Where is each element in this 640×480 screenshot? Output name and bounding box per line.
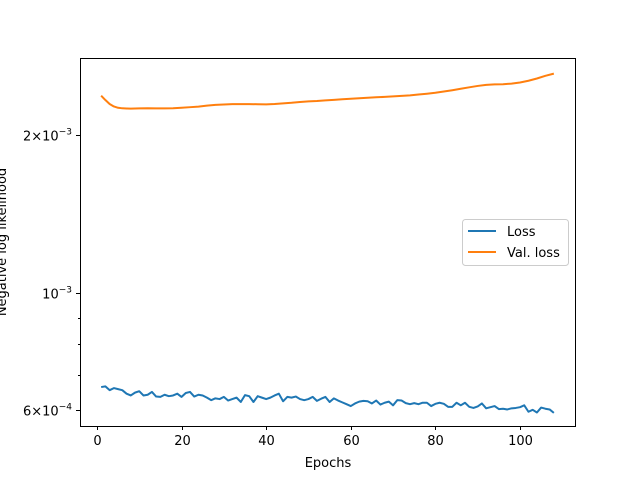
y-axis-label: Negative log likelihood	[0, 168, 10, 316]
series-line-val-loss	[100, 72, 555, 110]
legend-label-val-loss: Val. loss	[507, 246, 560, 261]
y-tick-label: 6×10−4	[23, 403, 72, 420]
series-layer	[100, 72, 555, 414]
x-tick-label: 80	[427, 434, 444, 449]
x-tick-label: 20	[174, 434, 191, 449]
plot-frame	[80, 58, 576, 427]
x-tick-label: 100	[508, 434, 533, 449]
x-tick-label: 40	[258, 434, 275, 449]
legend-label-loss: Loss	[507, 225, 536, 240]
y-ticks: 6×10−4 10−3 2×10−3	[23, 128, 80, 420]
x-tick-label: 60	[343, 434, 360, 449]
x-tick-label: 0	[93, 434, 101, 449]
x-ticks: 0 20 40 60 80 100	[93, 426, 533, 449]
legend: Loss Val. loss	[462, 219, 569, 266]
y-tick-label: 2×10−3	[23, 128, 72, 145]
series-line-loss	[100, 385, 555, 414]
y-tick-label: 10−3	[42, 286, 72, 303]
x-axis-label: Epochs	[305, 456, 352, 471]
